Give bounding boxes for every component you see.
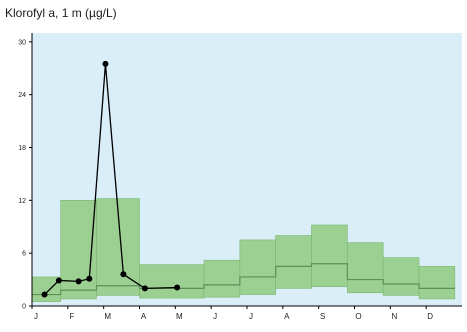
series-line <box>44 63 178 296</box>
range-bands <box>31 198 456 302</box>
data-point <box>141 285 148 292</box>
data-point <box>41 291 48 298</box>
data-point <box>102 60 109 67</box>
y-tick-label: 6 <box>22 251 26 258</box>
y-tick-label: 12 <box>18 198 26 205</box>
chart-title: Klorofyl a, 1 m (µg/L) <box>5 6 117 20</box>
data-point <box>86 275 93 282</box>
data-point <box>75 278 82 285</box>
x-tick-label: O <box>355 312 361 321</box>
x-tick-label: M <box>104 312 111 321</box>
range-band <box>239 239 276 295</box>
range-band <box>418 266 456 300</box>
x-tick-label: M <box>176 312 183 321</box>
median-line <box>32 263 455 296</box>
x-tick-label: A <box>284 312 290 321</box>
range-band <box>382 257 420 296</box>
x-tick-label: J <box>34 312 38 321</box>
data-points <box>41 60 181 298</box>
range-band <box>311 224 348 287</box>
axes: 0 6 12 18 24 30 J F M A M J J A S O N D <box>18 33 462 321</box>
x-tick-label: F <box>69 312 74 321</box>
x-tick-label: S <box>320 312 325 321</box>
data-point <box>174 284 181 291</box>
x-tick-label: J <box>213 312 217 321</box>
x-tick-label: J <box>249 312 253 321</box>
range-band <box>347 242 384 294</box>
x-tick-label: N <box>391 312 397 321</box>
range-band <box>203 259 241 298</box>
y-tick-label: 30 <box>18 39 26 46</box>
y-tick-label: 18 <box>18 145 26 152</box>
x-tick-label: A <box>141 312 147 321</box>
data-point <box>120 271 127 278</box>
x-tick-label: D <box>427 312 433 321</box>
range-band <box>275 235 312 289</box>
y-tick-label: 0 <box>22 304 26 311</box>
data-point <box>55 277 62 284</box>
y-tick-label: 24 <box>18 92 26 99</box>
range-band <box>31 276 61 302</box>
range-band <box>139 264 205 299</box>
